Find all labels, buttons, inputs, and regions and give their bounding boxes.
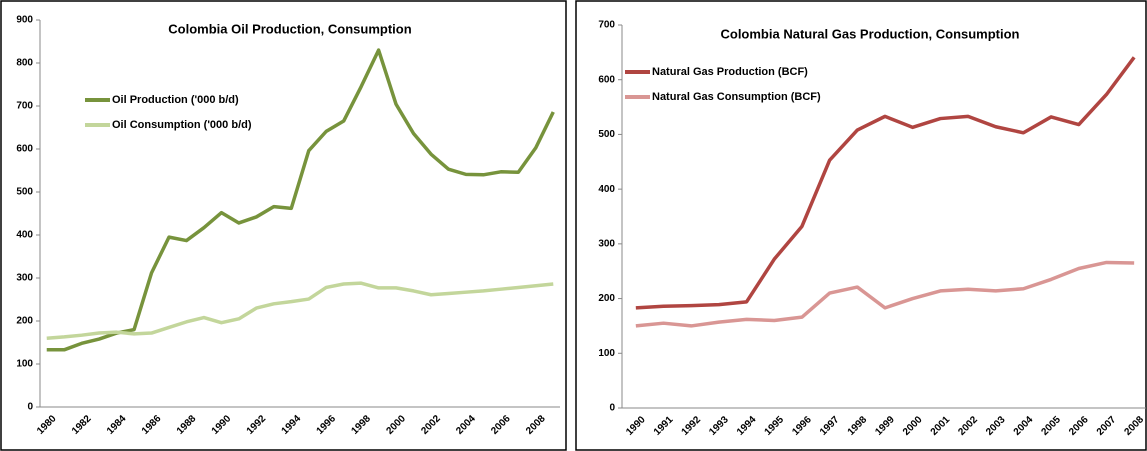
- line-series: [635, 260, 1135, 328]
- legend-label: Natural Gas Consumption (BCF): [652, 91, 821, 103]
- x-tick-label: 1982: [70, 413, 94, 437]
- x-tick-label: 2002: [956, 414, 980, 438]
- x-tick-label: 1988: [175, 413, 199, 437]
- y-tick-label: 200: [598, 293, 615, 304]
- legend-label: Natural Gas Production (BCF): [652, 66, 808, 78]
- y-tick-label: 300: [16, 273, 33, 284]
- x-tick-label: 1994: [280, 413, 304, 437]
- y-tick-label: 700: [598, 20, 615, 31]
- x-tick-label: 2006: [489, 413, 513, 437]
- line-series: [46, 281, 554, 340]
- x-tick-label: 1997: [818, 414, 842, 438]
- x-tick-label: 1986: [140, 413, 164, 437]
- x-tick-label: 2003: [984, 414, 1008, 438]
- y-tick-label: 900: [16, 15, 33, 26]
- y-tick-label: 100: [598, 348, 615, 359]
- y-tick-label: 600: [598, 74, 615, 85]
- x-tick-label: 2002: [419, 413, 443, 437]
- line-series: [46, 48, 555, 352]
- x-tick-label: 1984: [105, 413, 129, 437]
- chart-border: [575, 0, 1147, 451]
- y-tick-label: 0: [27, 402, 33, 413]
- x-tick-label: 2006: [1067, 414, 1091, 438]
- x-tick-label: 1998: [349, 413, 373, 437]
- line-series: [635, 56, 1136, 310]
- x-tick-label: 1998: [846, 414, 870, 438]
- y-tick-label: 700: [16, 101, 33, 112]
- x-tick-label: 1990: [210, 413, 234, 437]
- chart-border: [0, 0, 567, 451]
- y-tick-label: 500: [16, 187, 33, 198]
- x-tick-label: 1996: [315, 413, 339, 437]
- y-tick-label: 300: [598, 238, 615, 249]
- x-tick-label: 1980: [35, 413, 59, 437]
- chart-title: Colombia Oil Production, Consumption: [168, 21, 411, 36]
- x-tick-label: 2008: [524, 413, 548, 437]
- x-tick-label: 1992: [245, 413, 269, 437]
- y-tick-label: 200: [16, 316, 33, 327]
- x-tick-label: 2007: [1095, 414, 1119, 438]
- x-tick-label: 1995: [763, 414, 787, 438]
- x-tick-label: 2000: [901, 414, 925, 438]
- x-tick-label: 1994: [735, 414, 759, 438]
- chart-title: Colombia Natural Gas Production, Consump…: [720, 26, 1019, 41]
- x-tick-label: 1991: [652, 414, 676, 438]
- x-tick-label: 1990: [624, 414, 648, 438]
- x-tick-label: 1992: [680, 414, 704, 438]
- x-tick-label: 2004: [454, 413, 478, 437]
- y-tick-label: 800: [16, 58, 33, 69]
- x-tick-label: 2008: [1123, 414, 1147, 438]
- x-tick-label: 2005: [1039, 414, 1063, 438]
- x-tick-label: 2004: [1012, 414, 1036, 438]
- legend-label: Oil Consumption ('000 b/d): [112, 119, 252, 131]
- y-tick-label: 0: [609, 403, 615, 414]
- x-tick-label: 1996: [790, 414, 814, 438]
- y-tick-label: 400: [16, 230, 33, 241]
- y-tick-label: 500: [598, 129, 615, 140]
- y-tick-label: 100: [16, 359, 33, 370]
- y-tick-label: 600: [16, 144, 33, 155]
- x-tick-label: 1999: [873, 414, 897, 438]
- x-tick-label: 2000: [384, 413, 408, 437]
- x-tick-label: 2001: [929, 414, 953, 438]
- y-tick-label: 400: [598, 184, 615, 195]
- legend-label: Oil Production ('000 b/d): [112, 94, 239, 106]
- x-tick-label: 1993: [707, 414, 731, 438]
